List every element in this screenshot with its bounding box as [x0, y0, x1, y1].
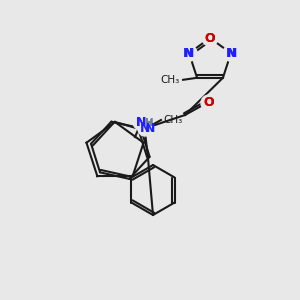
Text: O: O	[205, 32, 215, 44]
Text: CH₃: CH₃	[163, 115, 182, 125]
Text: N: N	[227, 47, 237, 60]
Circle shape	[181, 45, 197, 61]
Text: N: N	[136, 116, 146, 128]
Circle shape	[201, 95, 217, 111]
Text: N: N	[183, 47, 193, 60]
Circle shape	[133, 114, 149, 130]
Circle shape	[202, 30, 218, 46]
Circle shape	[138, 122, 152, 136]
Text: H: H	[144, 119, 152, 128]
Text: O: O	[205, 32, 215, 44]
Text: O: O	[204, 97, 214, 110]
Text: N: N	[184, 47, 194, 60]
Text: O: O	[204, 97, 214, 110]
Text: N: N	[136, 116, 146, 128]
Circle shape	[223, 45, 239, 61]
Text: CH₃: CH₃	[161, 75, 180, 85]
Text: N: N	[145, 122, 155, 136]
Text: H: H	[145, 118, 153, 128]
Text: N: N	[226, 47, 236, 60]
Text: N: N	[140, 122, 150, 136]
